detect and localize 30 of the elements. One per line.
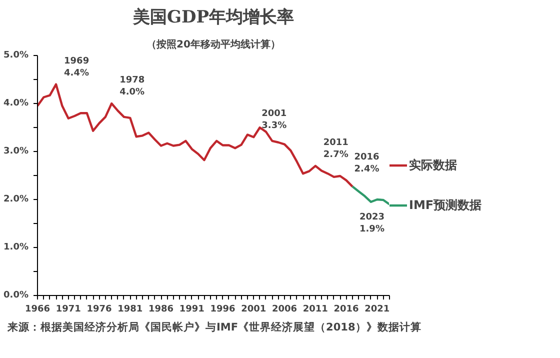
source-note: 来源：根据美国经济分析局《国民帐户》与IMF《世界经济展望（2018）》数据计算 xyxy=(6,320,422,334)
annotation: 2016 2.4% xyxy=(354,152,380,174)
x-tick-label: 2016 xyxy=(334,304,359,314)
x-tick-label: 1996 xyxy=(210,304,236,314)
x-tick-label: 2021 xyxy=(364,304,390,314)
y-tick-label: 4.0% xyxy=(4,98,29,108)
x-tick-label: 1986 xyxy=(148,304,174,314)
x-tick-label: 2006 xyxy=(272,304,298,314)
x-tick-label: 1976 xyxy=(86,304,112,314)
x-tick-label: 1966 xyxy=(24,304,50,314)
chart-title: 美国GDP年均增长率 xyxy=(132,8,294,28)
annotation: 1978 4.0% xyxy=(120,76,145,98)
annotation: 2011 2.7% xyxy=(323,138,348,160)
annotation: 1969 4.4% xyxy=(64,56,90,78)
x-tick-label: 1971 xyxy=(56,304,81,314)
x-tick-label: 2001 xyxy=(241,304,266,314)
y-tick-label: 0.0% xyxy=(4,290,29,300)
y-tick-label: 2.0% xyxy=(4,194,29,204)
chart-subtitle: （按照20年移动平均线计算） xyxy=(146,38,280,50)
x-tick-label: 1981 xyxy=(118,304,143,314)
annotation: 2023 1.9% xyxy=(360,212,385,234)
x-tick-label: 1991 xyxy=(179,304,204,314)
x-tick-label: 2011 xyxy=(302,304,328,314)
legend-label: 实际数据 xyxy=(409,156,457,174)
y-tick-label: 1.0% xyxy=(4,242,29,252)
y-tick-label: 3.0% xyxy=(4,146,29,156)
annotation: 2001 3.3% xyxy=(262,109,287,132)
legend-label: IMF预测数据 xyxy=(409,196,482,214)
line-series xyxy=(38,83,354,188)
y-tick-label: 5.0% xyxy=(4,50,29,60)
